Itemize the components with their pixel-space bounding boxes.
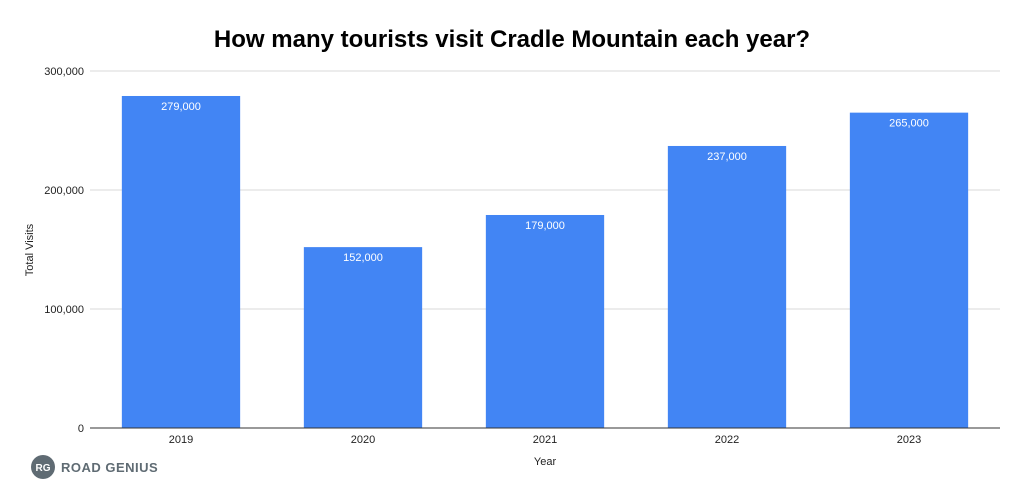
x-tick-label: 2021 — [533, 434, 557, 446]
x-tick-label: 2020 — [351, 434, 375, 446]
bar — [667, 145, 787, 428]
x-tick-label: 2022 — [715, 434, 739, 446]
bars — [121, 95, 969, 429]
y-axis-title: Total Visits — [24, 223, 36, 276]
x-axis-ticks: 2019 2020 2021 2022 2023 — [169, 434, 921, 446]
data-label: 152,000 — [343, 252, 383, 264]
x-tick-label: 2019 — [169, 434, 193, 446]
y-axis-ticks: 0 100,000 200,000 300,000 — [44, 66, 84, 435]
y-tick-label: 0 — [78, 423, 84, 435]
bar — [849, 112, 969, 429]
data-label: 265,000 — [889, 118, 929, 130]
data-label: 179,000 — [525, 220, 565, 232]
logo-mark-text: RG — [36, 463, 51, 474]
chart-title: How many tourists visit Cradle Mountain … — [214, 26, 810, 53]
y-tick-label: 300,000 — [44, 66, 84, 78]
logo-wordmark: ROAD GENIUS — [61, 460, 158, 475]
bar — [485, 214, 605, 428]
y-tick-label: 200,000 — [44, 185, 84, 197]
y-tick-label: 100,000 — [44, 304, 84, 316]
x-axis-title: Year — [534, 456, 557, 468]
logo-mark-icon — [31, 455, 55, 479]
x-tick-label: 2023 — [897, 434, 921, 446]
data-label: 237,000 — [707, 151, 747, 163]
data-label: 279,000 — [161, 101, 201, 113]
data-labels: 279,000 152,000 179,000 237,000 265,000 — [161, 101, 929, 264]
bar — [303, 247, 423, 428]
road-genius-logo: RG ROAD GENIUS — [31, 455, 158, 479]
bar — [121, 95, 241, 429]
